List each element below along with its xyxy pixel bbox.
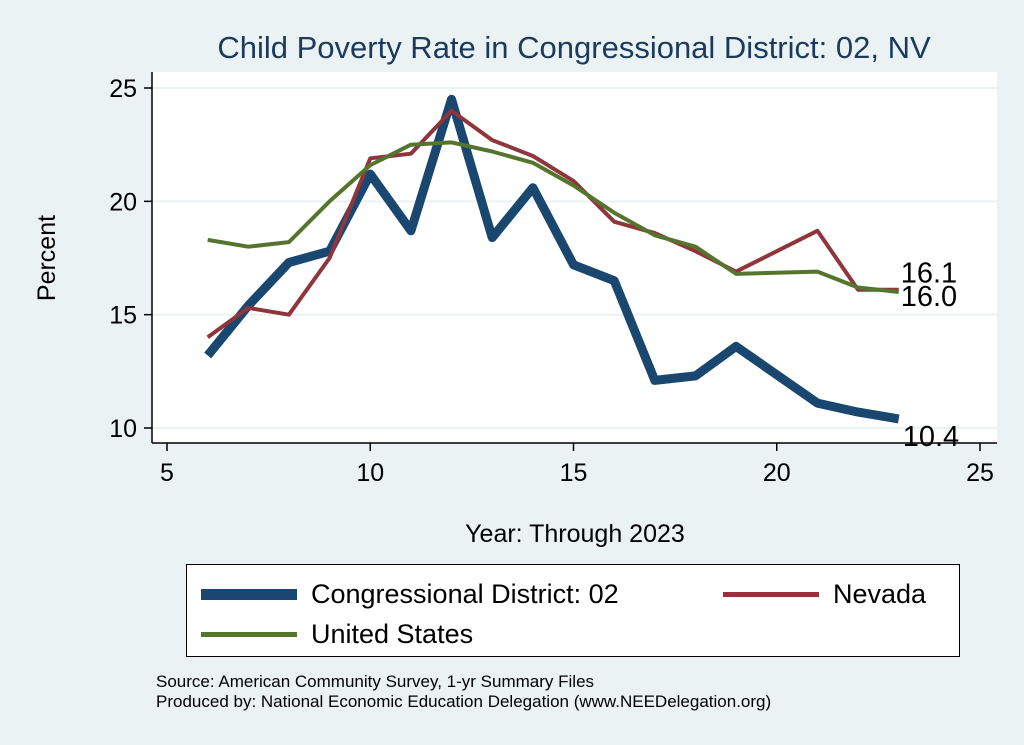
end-label-nevada: 16.1 xyxy=(901,258,957,290)
y-tick-label: 15 xyxy=(109,302,137,330)
x-tick-label: 5 xyxy=(160,459,174,487)
line-congressional-district xyxy=(204,94,900,424)
x-tick-label: 20 xyxy=(763,459,791,487)
y-axis-label: Percent xyxy=(33,215,61,301)
gridlines xyxy=(152,87,997,429)
source-note: Source: American Community Survey, 1-yr … xyxy=(156,672,771,712)
line-nevada xyxy=(206,108,899,339)
legend-swatch-district xyxy=(201,589,297,600)
legend-item-us: United States xyxy=(201,619,473,650)
line-united-states xyxy=(207,140,899,294)
chart: 10 15 20 25 5 10 15 20 25 10.4 16.116.0 Child Po… xyxy=(33,30,997,548)
x-tick-label: 15 xyxy=(560,459,588,487)
legend-item-district: Congressional District: 02 xyxy=(201,579,619,610)
producer-line: Produced by: National Economic Education… xyxy=(156,692,772,711)
source-line: Source: American Community Survey, 1-yr … xyxy=(156,672,595,691)
end-labels: 10.4 16.116.0 xyxy=(901,258,959,453)
end-label-us: 16.0 xyxy=(901,281,957,313)
end-label-district: 10.4 xyxy=(903,421,959,453)
y-tick-label: 20 xyxy=(109,188,137,216)
legend-swatch-us xyxy=(201,632,297,637)
legend-label-nevada: Nevada xyxy=(833,579,927,609)
x-ticks: 5 10 15 20 25 xyxy=(160,443,994,487)
y-ticks: 10 15 20 25 xyxy=(109,75,152,443)
chart-title: Child Poverty Rate in Congressional Dist… xyxy=(217,30,931,65)
legend-swatch-nevada xyxy=(723,592,819,597)
legend: Congressional District: 02 Nevada United… xyxy=(186,564,960,657)
x-tick-label: 10 xyxy=(356,459,384,487)
y-tick-label: 10 xyxy=(109,415,137,443)
y-tick-label: 25 xyxy=(109,75,137,103)
x-axis-label: Year: Through 2023 xyxy=(465,520,685,548)
legend-item-nevada: Nevada xyxy=(723,579,926,610)
legend-label-us: United States xyxy=(311,619,474,649)
series-lines xyxy=(204,94,900,424)
x-tick-label: 25 xyxy=(966,459,994,487)
legend-label-district: Congressional District: 02 xyxy=(311,579,619,609)
